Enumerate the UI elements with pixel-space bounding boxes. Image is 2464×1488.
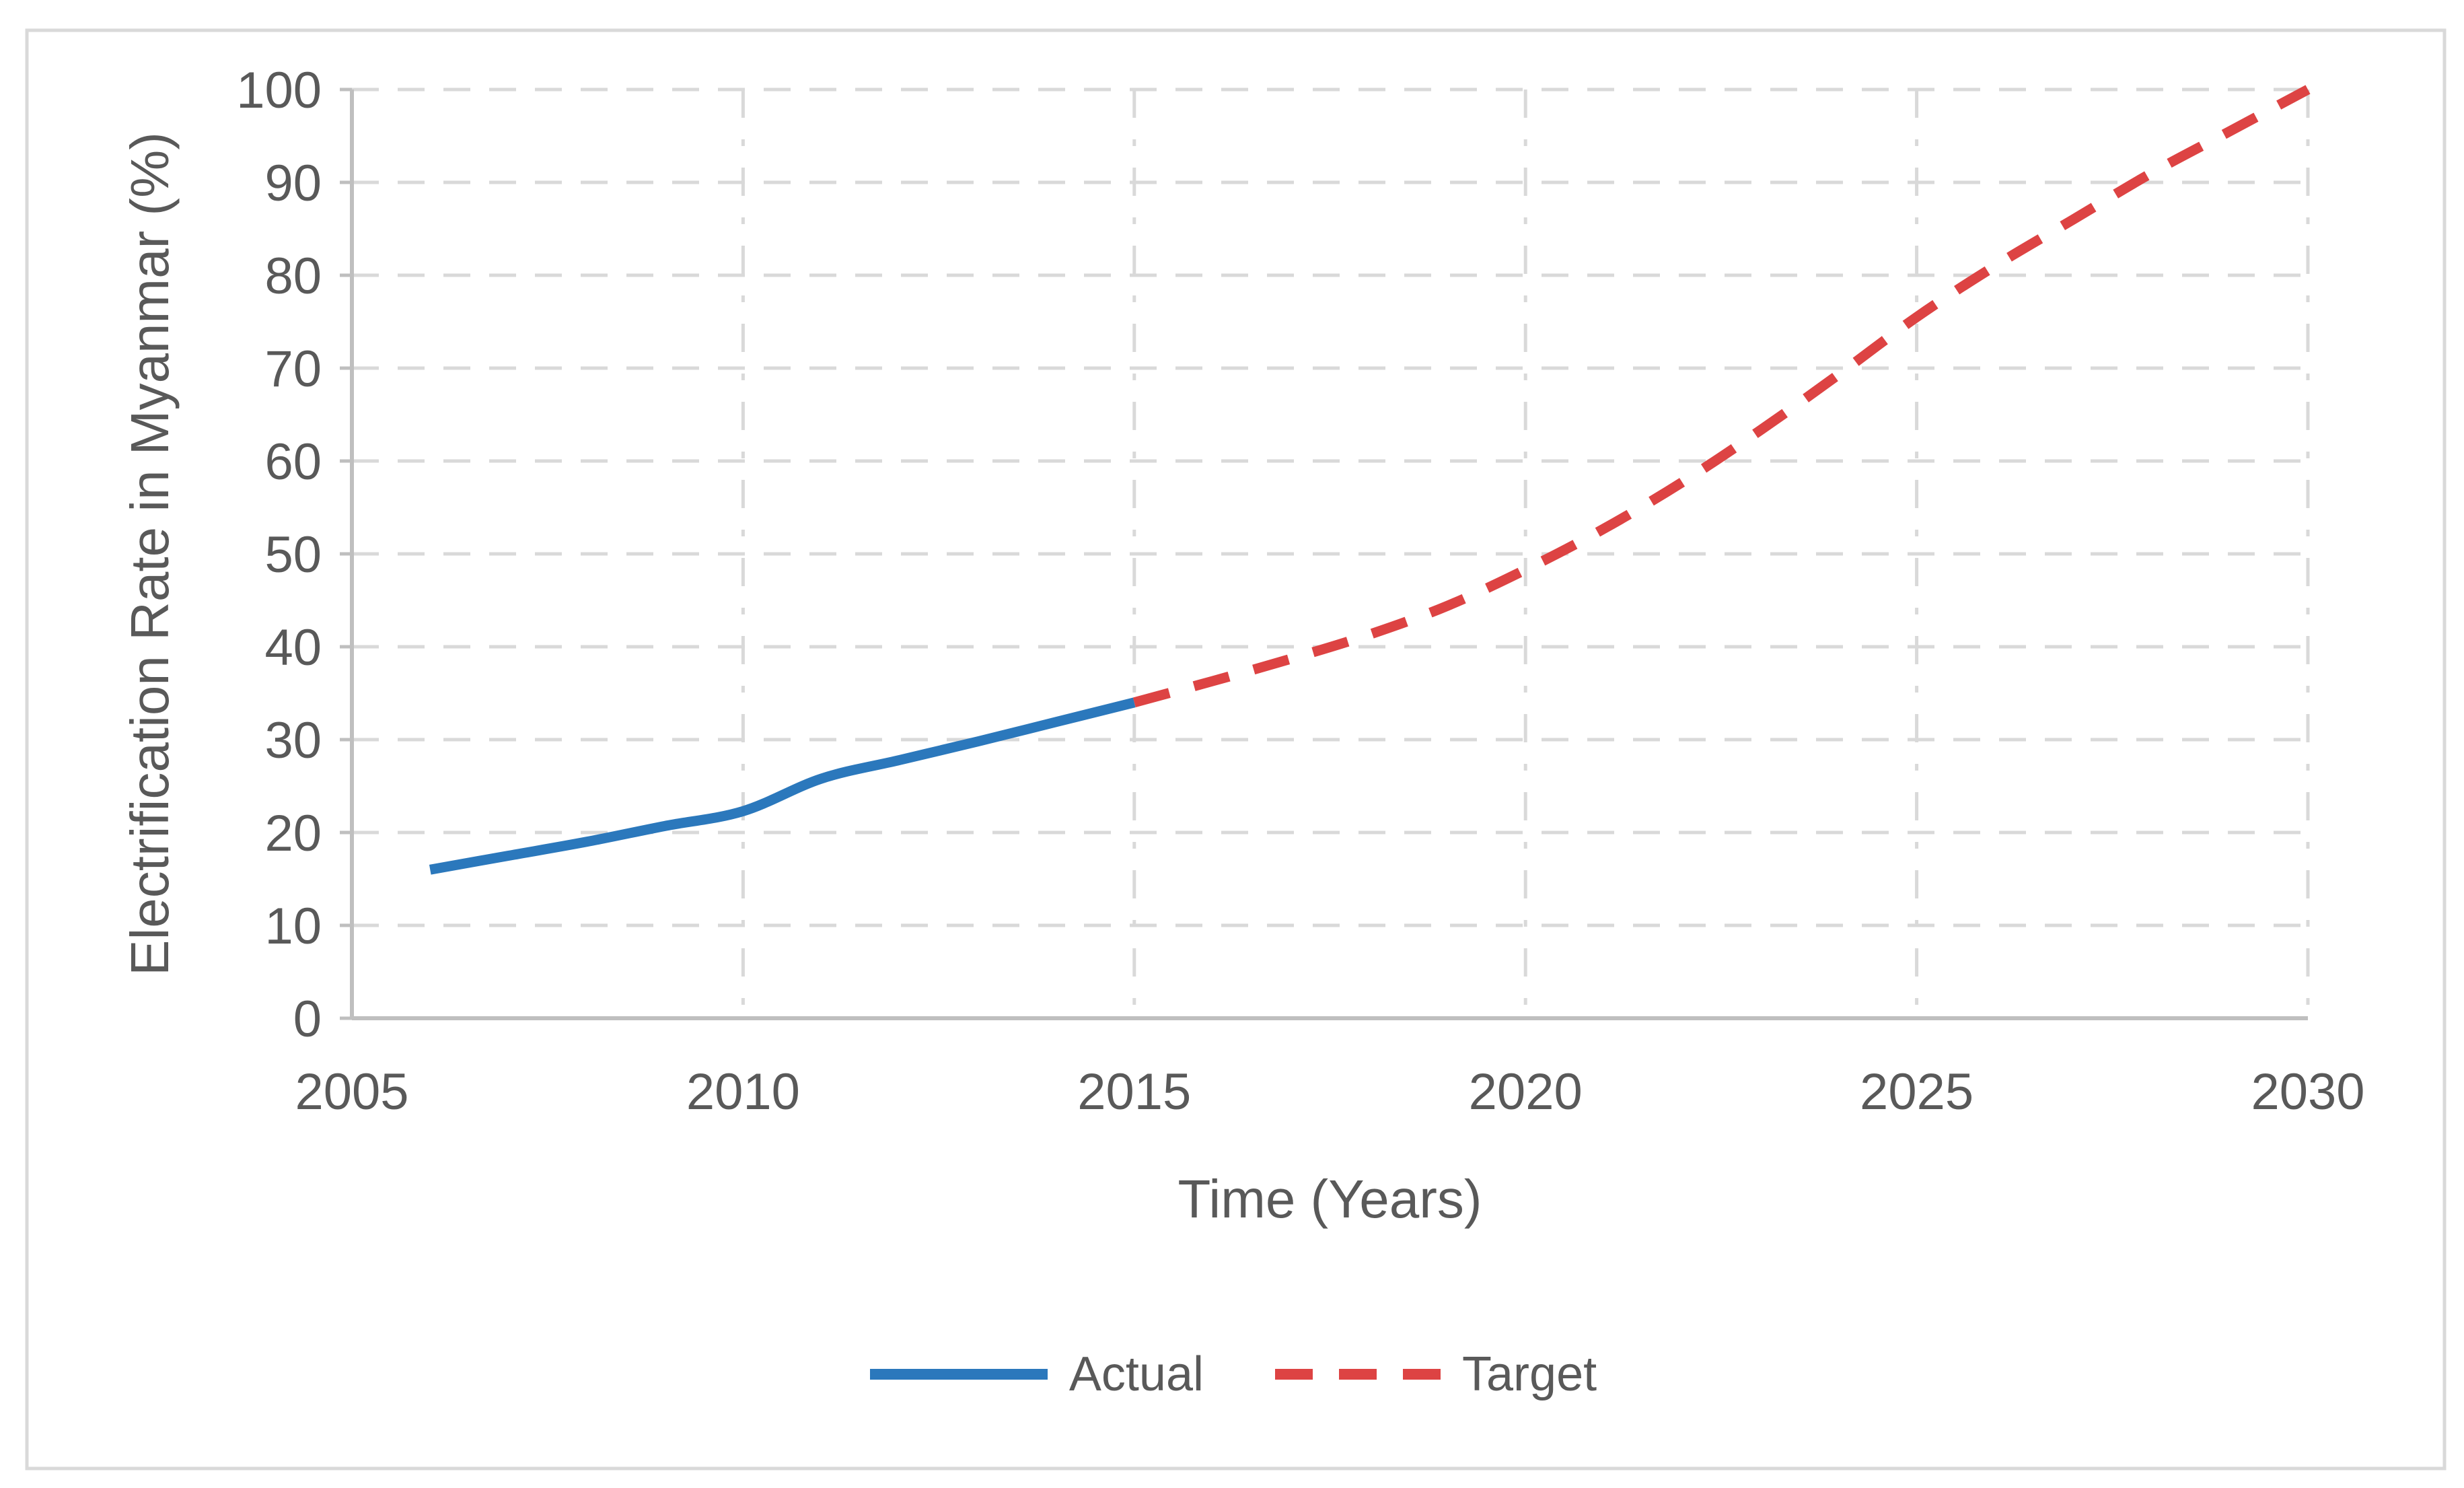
y-tick-label-0: 0 xyxy=(293,991,322,1048)
figure-border xyxy=(25,28,2447,1471)
legend-actual-label: Actual xyxy=(1068,1347,1204,1401)
x-tick-label-2005: 2005 xyxy=(295,1063,408,1121)
legend-target-swatch-box xyxy=(1275,1369,1442,1380)
y-tick-label-10: 10 xyxy=(264,898,322,955)
y-tick-label-100: 100 xyxy=(236,62,322,119)
legend-item-target: Target xyxy=(1274,1347,1597,1402)
y-tick-label-20: 20 xyxy=(264,805,322,862)
y-axis-title: Electrification Rate in Myanmar (%) xyxy=(120,132,180,976)
series-actual-line xyxy=(429,697,1136,875)
y-tick-label-40: 40 xyxy=(264,619,322,676)
x-tick-label-2015: 2015 xyxy=(1077,1063,1191,1121)
legend-actual-swatch-box xyxy=(869,1369,1048,1380)
series-target-line xyxy=(1132,85,2311,708)
x-tick-label-2010: 2010 xyxy=(686,1063,800,1121)
y-tick-label-70: 70 xyxy=(264,341,322,398)
y-tick-label-30: 30 xyxy=(264,712,322,769)
x-axis-title: Time (Years) xyxy=(1177,1169,1482,1229)
y-tick-label-80: 80 xyxy=(264,248,322,305)
legend-target-label: Target xyxy=(1462,1347,1597,1401)
x-tick-label-2025: 2025 xyxy=(1860,1063,1973,1121)
legend: Actual Target xyxy=(0,1341,2464,1408)
y-tick-label-90: 90 xyxy=(264,155,322,212)
y-tick-label-50: 50 xyxy=(264,526,322,583)
x-tick-label-2020: 2020 xyxy=(1469,1063,1583,1121)
legend-item-actual: Actual xyxy=(867,1347,1204,1402)
x-tick-label-2030: 2030 xyxy=(2251,1063,2364,1121)
y-tick-label-60: 60 xyxy=(264,433,322,491)
